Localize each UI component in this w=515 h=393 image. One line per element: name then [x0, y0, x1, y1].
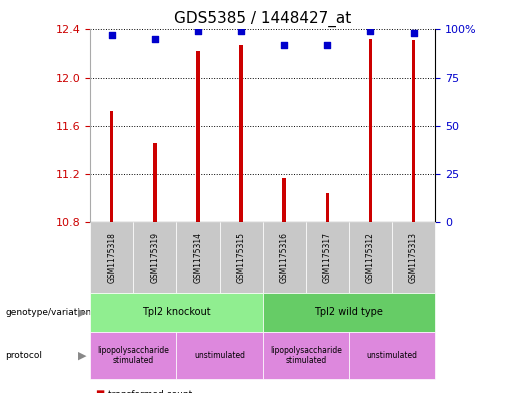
Bar — [153, 143, 157, 222]
Point — [409, 30, 418, 37]
Text: ■: ■ — [95, 389, 105, 393]
Bar — [196, 51, 200, 222]
Point — [108, 32, 116, 39]
Bar — [110, 111, 113, 222]
Text: GSM1175317: GSM1175317 — [323, 232, 332, 283]
Text: Tpl2 knockout: Tpl2 knockout — [142, 307, 211, 318]
Text: GSM1175318: GSM1175318 — [107, 232, 116, 283]
Point — [280, 42, 288, 48]
Text: unstimulated: unstimulated — [367, 351, 418, 360]
Text: GSM1175314: GSM1175314 — [194, 232, 202, 283]
Bar — [239, 45, 243, 222]
Text: ▶: ▶ — [78, 307, 87, 318]
Text: GSM1175315: GSM1175315 — [236, 232, 246, 283]
Text: ▶: ▶ — [78, 351, 87, 361]
Title: GDS5385 / 1448427_at: GDS5385 / 1448427_at — [174, 11, 351, 27]
Text: genotype/variation: genotype/variation — [5, 308, 91, 317]
Bar — [369, 39, 372, 222]
Point — [194, 28, 202, 35]
Text: Tpl2 wild type: Tpl2 wild type — [315, 307, 383, 318]
Text: GSM1175313: GSM1175313 — [409, 232, 418, 283]
Point — [323, 42, 332, 48]
Point — [237, 28, 245, 35]
Bar — [325, 193, 329, 222]
Text: transformed count: transformed count — [108, 390, 193, 393]
Point — [151, 36, 159, 42]
Text: GSM1175319: GSM1175319 — [150, 232, 159, 283]
Text: GSM1175312: GSM1175312 — [366, 232, 375, 283]
Text: GSM1175316: GSM1175316 — [280, 232, 289, 283]
Bar — [412, 40, 415, 222]
Bar — [283, 178, 286, 222]
Point — [366, 28, 374, 35]
Text: lipopolysaccharide
stimulated: lipopolysaccharide stimulated — [97, 346, 169, 365]
Text: unstimulated: unstimulated — [194, 351, 245, 360]
Text: lipopolysaccharide
stimulated: lipopolysaccharide stimulated — [270, 346, 342, 365]
Text: protocol: protocol — [5, 351, 42, 360]
